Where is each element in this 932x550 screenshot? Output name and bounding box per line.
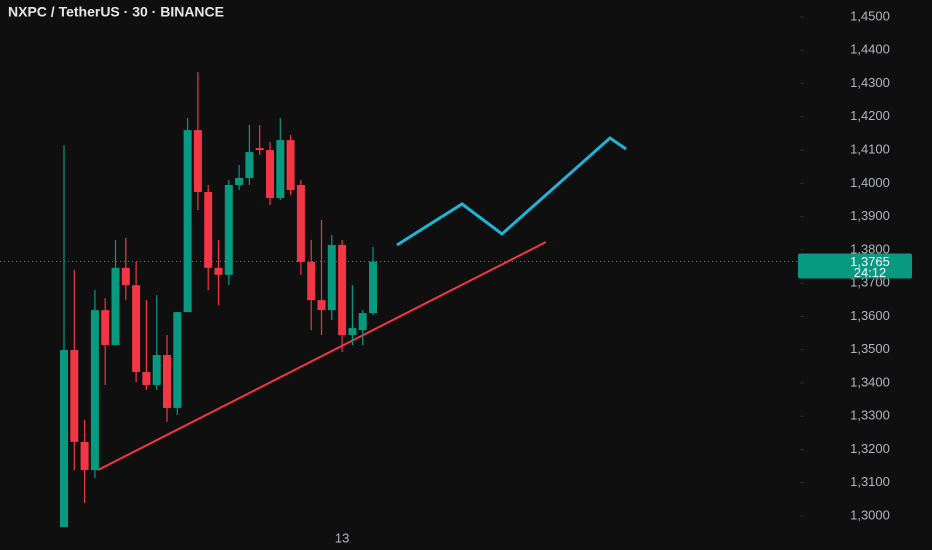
candle-body	[152, 355, 161, 385]
y-tick-label: 1,3100	[850, 474, 890, 489]
candle-body	[183, 130, 192, 313]
candle-body	[111, 267, 120, 346]
candle-body	[224, 184, 233, 275]
projection-arrow	[396, 136, 627, 247]
y-tick-label: 1,3500	[850, 341, 890, 356]
price-label: 1,3765	[850, 254, 890, 269]
y-tick-label: 1,3900	[850, 208, 890, 223]
y-tick-label: 1,4500	[850, 8, 890, 23]
candle-body	[193, 130, 202, 192]
candle-body	[338, 244, 347, 336]
y-tick-label: 1,4200	[850, 108, 890, 123]
candle-body	[266, 150, 274, 198]
candle-body	[101, 310, 110, 346]
trend-line	[97, 241, 547, 471]
candle-body	[132, 285, 141, 372]
y-tick-label: 1,4100	[850, 141, 890, 156]
candle-body	[163, 355, 171, 408]
countdown: 24:12	[854, 265, 887, 280]
y-tick-label: 1,3400	[850, 374, 890, 389]
candle-body	[142, 371, 151, 385]
candle-body	[317, 300, 326, 311]
y-tick-label: 1,3300	[850, 408, 890, 423]
chart-title: NXPC / TetherUS · 30 · BINANCE	[8, 4, 224, 20]
candle-body	[348, 328, 357, 336]
y-tick-label: 1,3000	[850, 507, 890, 522]
candle-body	[255, 148, 264, 151]
candle-body	[235, 178, 244, 185]
candle-body	[214, 267, 223, 275]
y-tick-label: 1,3600	[850, 308, 890, 323]
price-label-box	[798, 253, 912, 279]
candle-body	[70, 350, 79, 442]
candle-body	[296, 184, 305, 262]
candle-body	[121, 267, 130, 286]
y-tick-label: 1,4400	[850, 42, 890, 57]
candle-body	[245, 152, 254, 179]
x-tick-label: 13	[335, 530, 349, 545]
y-tick-label: 1,3800	[850, 241, 890, 256]
candle-body	[204, 191, 213, 268]
y-tick-label: 1,4000	[850, 175, 890, 190]
candle-body	[286, 140, 295, 190]
candle-body	[276, 140, 285, 198]
candle-body	[60, 350, 68, 528]
candle-body	[327, 244, 336, 311]
y-tick-label: 1,4300	[850, 75, 890, 90]
candle-body	[80, 441, 89, 471]
candle-body	[307, 261, 316, 301]
candle-body	[358, 313, 367, 331]
y-tick-label: 1,3200	[850, 441, 890, 456]
candle-body	[90, 310, 99, 471]
candle-body	[369, 261, 377, 314]
candle-body	[173, 312, 182, 408]
